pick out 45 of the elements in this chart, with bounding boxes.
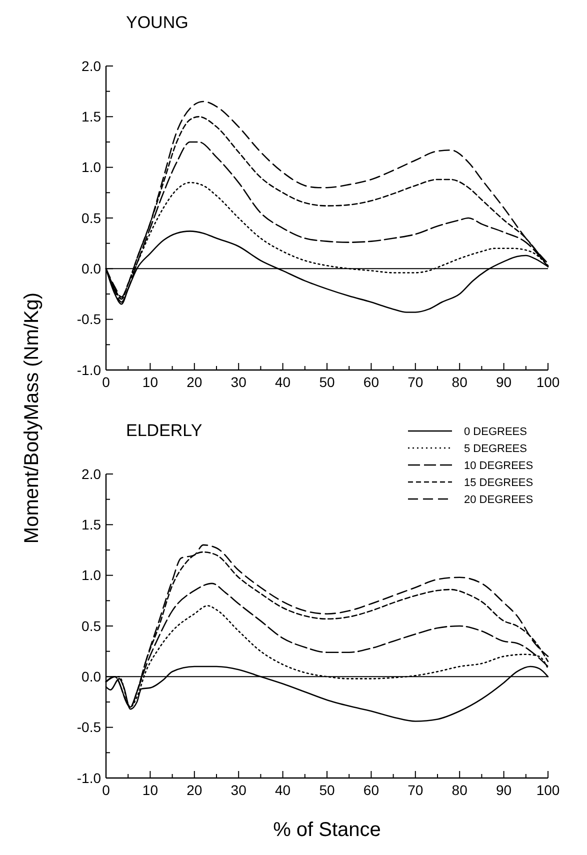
y-tick-label: 0.5 xyxy=(82,210,102,226)
x-tick-label: 30 xyxy=(230,374,247,390)
x-tick-label: 20 xyxy=(186,782,202,798)
x-tick-label: 50 xyxy=(319,782,335,798)
y-tick-label: 1.0 xyxy=(82,567,102,584)
legend-label: 20 DEGREES xyxy=(464,494,534,506)
x-tick-label: 100 xyxy=(536,374,560,390)
x-tick-label: 90 xyxy=(496,374,512,390)
chart-title: ELDERLY xyxy=(126,421,202,440)
y-tick-label: 1.5 xyxy=(82,108,102,125)
x-tick-label: 20 xyxy=(186,374,202,390)
legend-label: 15 DEGREES xyxy=(464,476,534,489)
y-tick-label: -1.0 xyxy=(76,770,102,786)
legend-label: 10 DEGREES xyxy=(464,460,534,472)
x-tick-label: 90 xyxy=(496,782,512,798)
x-tick-label: 80 xyxy=(452,782,468,798)
x-tick-label: 30 xyxy=(230,782,247,798)
chart-title: YOUNG xyxy=(126,13,188,32)
legend-label: 0 DEGREES xyxy=(464,426,527,438)
y-tick-label: 2.0 xyxy=(82,58,102,74)
x-tick-label: 0 xyxy=(102,782,110,798)
x-tick-label: 50 xyxy=(319,374,335,390)
y-tick-label: 0.0 xyxy=(82,668,102,685)
x-tick-label: 0 xyxy=(102,374,110,390)
x-tick-label: 40 xyxy=(275,782,291,798)
y-tick-label: -1.0 xyxy=(76,362,102,378)
x-tick-label: 100 xyxy=(536,782,560,798)
x-tick-label: 70 xyxy=(408,374,424,390)
x-tick-label: 80 xyxy=(452,374,468,390)
y-tick-label: 2.0 xyxy=(82,466,102,482)
y-tick-label: 0.0 xyxy=(82,260,102,277)
y-tick-label: 1.5 xyxy=(82,516,102,533)
y-tick-label: 1.0 xyxy=(82,159,102,176)
x-tick-label: 60 xyxy=(363,374,380,390)
x-tick-label: 10 xyxy=(142,782,158,798)
x-tick-label: 10 xyxy=(142,374,158,390)
x-axis-title: % of Stance xyxy=(273,819,381,841)
x-tick-label: 60 xyxy=(363,782,380,798)
x-tick-label: 40 xyxy=(275,374,291,390)
legend-label: 5 DEGREES xyxy=(464,442,527,455)
x-tick-label: 70 xyxy=(408,782,424,798)
y-tick-label: -0.5 xyxy=(76,311,102,328)
y-tick-label: 0.5 xyxy=(82,618,102,634)
y-tick-label: -0.5 xyxy=(76,719,102,736)
y-axis-title: Moment/BodyMass (Nm/Kg) xyxy=(21,292,43,544)
